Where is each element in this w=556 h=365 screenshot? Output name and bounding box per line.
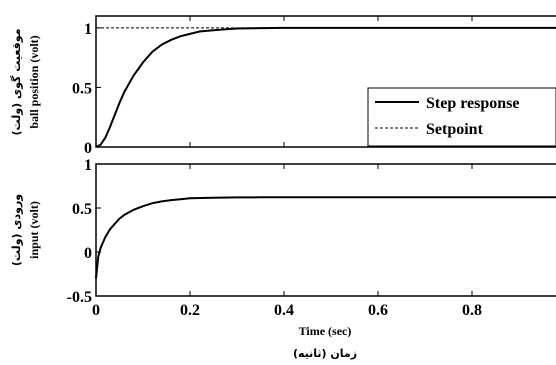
- x-tick-label: 0.2: [180, 302, 200, 319]
- top-plot-frame: [95, 15, 556, 148]
- x-tick-label: 0: [92, 302, 100, 319]
- top-ylabel-fa: موقعیت گوی (ولت): [10, 29, 23, 136]
- xlabel: Time (sec): [299, 324, 352, 338]
- y-tick-label: 1: [84, 21, 92, 38]
- legend: Step response Setpoint: [367, 87, 556, 147]
- x-tick-label: 0.6: [368, 302, 388, 319]
- bottom-ylabel: input (volt): [27, 201, 41, 259]
- bottom-ylabel-fa: ورودی (ولت): [10, 194, 23, 266]
- y-tick-label: 0: [84, 245, 92, 262]
- xlabel-fa: زمان (ثانیه): [293, 347, 357, 360]
- top-ylabel: ball position (volt): [27, 35, 41, 128]
- legend-step-response-label: Step response: [426, 95, 520, 112]
- bottom-plot-frame: [95, 163, 556, 297]
- y-tick-label: 0.5: [72, 80, 92, 97]
- x-tick-label: 0.4: [274, 302, 294, 319]
- bottom-input-line: [95, 196, 556, 279]
- y-tick-label: 0.5: [72, 201, 92, 218]
- y-tick-label: 1: [84, 157, 92, 174]
- x-tick-label: 0.8: [462, 302, 482, 319]
- top-subplot: 0 0.5 1 موقعیت گوی (ولت) ball position (vo…: [10, 15, 556, 157]
- y-tick-label: 0: [84, 140, 92, 157]
- bottom-subplot: 00.20.40.60.81-0.500.51 ورودی (ولت) inpu…: [10, 157, 556, 360]
- y-tick-label: -0.5: [67, 289, 92, 306]
- legend-setpoint-label: Setpoint: [426, 121, 484, 138]
- legend-box: [367, 87, 556, 147]
